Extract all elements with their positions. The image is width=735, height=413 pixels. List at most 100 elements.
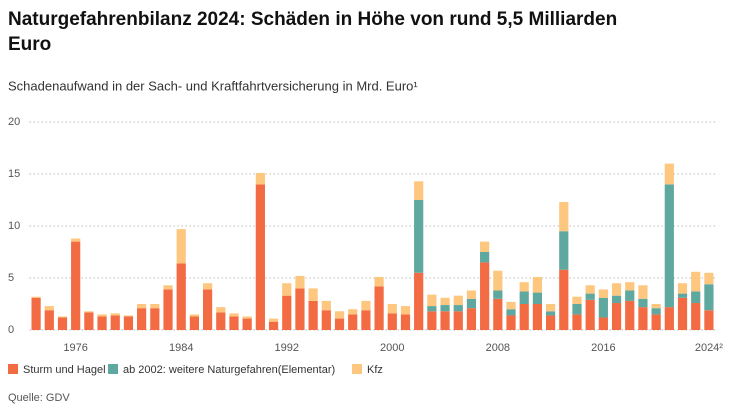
bar-segment: [400, 306, 411, 315]
bar-segment: [691, 291, 701, 303]
bar-segment: [480, 252, 490, 263]
bar-segment: [532, 304, 543, 330]
bar-segment: [176, 229, 186, 264]
bar-segment: [268, 318, 279, 322]
bar-segment: [282, 283, 292, 296]
bar-segment: [532, 276, 543, 293]
bar-segment: [545, 304, 556, 312]
bar-segment: [651, 314, 661, 330]
bar-segment: [189, 314, 200, 317]
bar-segment: [229, 313, 239, 317]
bar-segment: [493, 270, 503, 291]
chart-title: Euro: [8, 34, 51, 55]
bar-segment: [677, 283, 688, 294]
bar-segment: [150, 304, 160, 309]
bar-segment: [31, 296, 41, 298]
bar-segment: [704, 272, 714, 285]
y-tick-label: 20: [8, 116, 20, 128]
bar-segment: [480, 262, 490, 330]
legend-swatch: [352, 364, 362, 374]
legend-label: Sturm und Hagel: [23, 364, 106, 376]
bar-segment: [216, 307, 226, 313]
bar-segment: [691, 271, 701, 292]
bar-segment: [31, 297, 41, 330]
bar-segment: [57, 316, 68, 318]
bar-segment: [334, 311, 345, 319]
bar-segment: [163, 285, 173, 290]
bar-segment: [519, 282, 529, 292]
bar-segment: [625, 300, 635, 330]
bar-segment: [559, 202, 569, 232]
bar-segment: [348, 309, 358, 315]
bar-segment: [44, 306, 54, 311]
bar-segment: [229, 316, 239, 330]
bar-segment: [611, 283, 622, 296]
y-tick-label: 0: [8, 324, 14, 336]
bar-segment: [176, 263, 186, 330]
bar-segment: [44, 310, 54, 330]
bar-segment: [651, 304, 661, 309]
bar-segment: [71, 241, 81, 330]
bar-segment: [321, 310, 331, 330]
bar-segment: [97, 314, 107, 317]
bar-segment: [137, 308, 147, 330]
bar-segment: [506, 301, 516, 310]
subtitle: Schadenaufwand in der Sach- und Kraftfah…: [8, 78, 418, 93]
bar-segment: [295, 275, 305, 289]
bar-segment: [163, 289, 173, 330]
bar-segment: [242, 318, 252, 330]
bar-segment: [440, 311, 450, 330]
bar-segment: [506, 309, 516, 316]
bar-segment: [545, 311, 556, 316]
bar-segment: [414, 181, 424, 200]
x-tick-label: 1992: [275, 342, 299, 354]
bar-segment: [414, 200, 424, 273]
bar-segment: [110, 313, 120, 316]
bar-segment: [611, 302, 622, 330]
bar-segment: [677, 297, 688, 330]
bar-segment: [84, 312, 94, 330]
x-tick-label: 2024²: [695, 342, 723, 354]
bar-segment: [202, 283, 213, 290]
bar-segment: [361, 300, 371, 311]
bar-segment: [348, 314, 358, 330]
bar-segment: [97, 316, 107, 330]
bar-segment: [387, 304, 397, 314]
legend-swatch: [108, 364, 118, 374]
legend-label: ab 2002: weitere Naturgefahren(Elementar…: [123, 364, 335, 376]
bar-segment: [282, 295, 292, 330]
bar-segment: [480, 241, 490, 252]
bar-segment: [242, 316, 252, 319]
bar-segment: [268, 321, 279, 330]
x-tick-label: 2016: [591, 342, 615, 354]
bar-segment: [123, 315, 134, 317]
bar-segment: [137, 304, 147, 309]
legend-label: Kfz: [367, 364, 383, 376]
bar-segment: [638, 298, 648, 308]
x-tick-label: 1976: [63, 342, 87, 354]
bar-segment: [189, 316, 200, 330]
bar-segment: [625, 282, 635, 291]
bar-segment: [638, 307, 648, 330]
bar-segment: [572, 304, 582, 315]
bar-segment: [519, 304, 529, 330]
bar-segment: [216, 312, 226, 330]
y-tick-label: 15: [8, 168, 20, 180]
x-tick-label: 1984: [169, 342, 193, 354]
bar-segment: [308, 300, 318, 330]
bar-segment: [374, 286, 384, 330]
chart-title: Naturgefahrenbilanz 2024: Schäden in Höh…: [8, 9, 617, 30]
bar-segment: [691, 302, 701, 330]
bar-segment: [361, 310, 371, 330]
bar-segment: [493, 290, 503, 299]
bar-segment: [308, 288, 318, 301]
bar-segment: [387, 313, 397, 330]
bar-segment: [638, 285, 648, 299]
bar-segment: [71, 238, 81, 242]
bar-segment: [585, 285, 595, 294]
bar-segment: [559, 269, 569, 330]
bar-segment: [506, 315, 516, 330]
bar-segment: [664, 163, 674, 185]
y-tick-label: 10: [8, 220, 20, 232]
